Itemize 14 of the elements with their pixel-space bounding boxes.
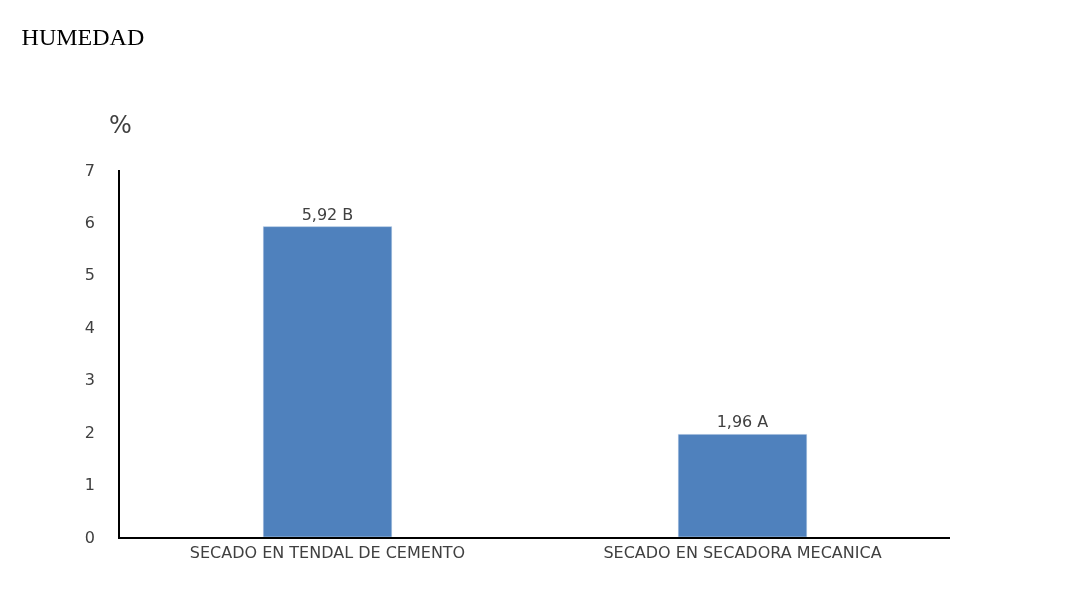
y-tick-label: 7	[84, 160, 96, 180]
chart-title: HUMEDAD	[21, 24, 145, 51]
data-label: 5,92 B	[301, 204, 354, 224]
x-tick-label: SECADO EN SECADORA MECANICA	[603, 542, 882, 562]
y-axis-title: %	[109, 111, 132, 139]
y-tick-label: 6	[84, 213, 96, 233]
y-tick-label: 0	[84, 527, 96, 547]
data-label: 1,96 A	[716, 412, 769, 432]
y-tick-label: 4	[84, 317, 96, 337]
y-tick-label: 5	[84, 265, 96, 285]
y-tick-label: 3	[84, 370, 96, 390]
y-tick-label: 1	[84, 475, 96, 495]
y-tick-label: 2	[84, 422, 96, 442]
x-tick-label: SECADO EN TENDAL DE CEMENTO	[189, 542, 466, 562]
